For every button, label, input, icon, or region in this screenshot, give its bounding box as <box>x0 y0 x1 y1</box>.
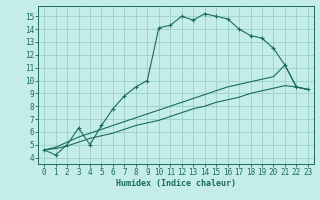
X-axis label: Humidex (Indice chaleur): Humidex (Indice chaleur) <box>116 179 236 188</box>
